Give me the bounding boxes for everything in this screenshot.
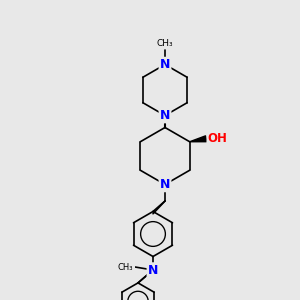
- Text: N: N: [160, 109, 170, 122]
- Text: CH₃: CH₃: [118, 262, 133, 272]
- Text: OH: OH: [208, 132, 227, 145]
- Polygon shape: [190, 136, 207, 142]
- Text: CH₃: CH₃: [157, 39, 173, 48]
- Text: N: N: [160, 178, 170, 191]
- Text: N: N: [160, 58, 170, 71]
- Text: N: N: [148, 263, 158, 277]
